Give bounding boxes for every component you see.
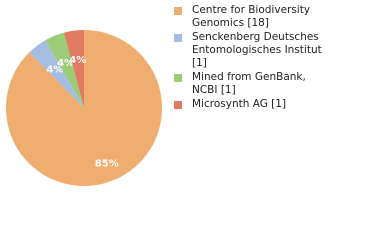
legend-item: Microsynth AG [1] [174, 98, 327, 111]
slice-label: 4% [46, 64, 63, 75]
legend-swatch [174, 74, 182, 82]
legend-swatch [174, 34, 182, 42]
legend-label: Microsynth AG [1] [192, 98, 287, 110]
pie-slice [6, 30, 163, 187]
pie-slice [29, 40, 84, 108]
slice-label: 85% [95, 159, 119, 170]
legend-label: Mined from GenBank, NCBI [1] [192, 71, 306, 96]
legend: Centre for Biodiversity Genomics [18] Sen… [174, 4, 334, 112]
legend-swatch [174, 7, 182, 15]
legend-item: Centre for Biodiversity Genomics [18] [174, 4, 327, 30]
pie-chart: 85%4%4%4% [6, 30, 163, 187]
slice-label: 4% [69, 55, 86, 66]
pie-slice [45, 32, 84, 108]
legend-item: Mined from GenBank, NCBI [1] [174, 71, 327, 97]
legend-label: Centre for Biodiversity Genomics [18] [192, 4, 311, 29]
legend-swatch [174, 101, 182, 109]
legend-label: Senckenberg Deutsches Entomologisches In… [192, 31, 322, 69]
pie-slice [64, 30, 84, 108]
slice-label: 4% [57, 58, 74, 69]
legend-item: Senckenberg Deutsches Entomologisches In… [174, 31, 327, 70]
